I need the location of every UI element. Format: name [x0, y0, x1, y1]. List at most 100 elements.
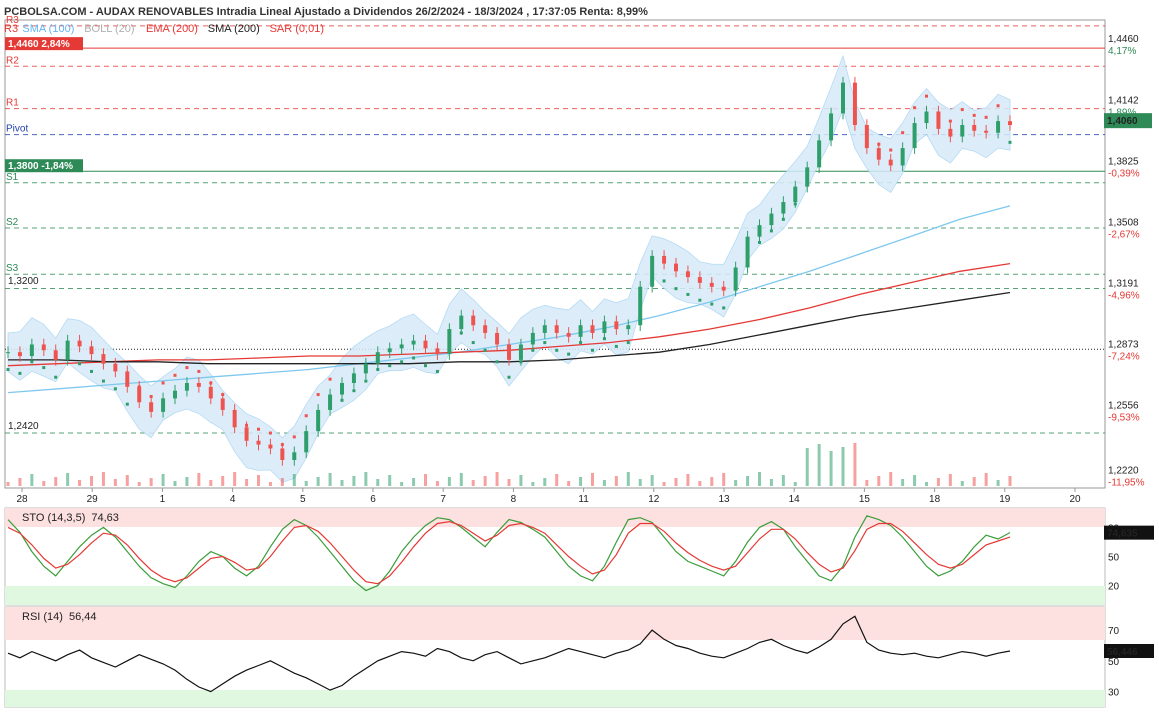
- rsi-label: RSI (14) 56,44: [22, 611, 97, 623]
- candle-body: [256, 440, 261, 445]
- candle-body: [292, 452, 297, 461]
- price-tick-label: 1,4142: [1108, 95, 1139, 106]
- candle-body: [328, 394, 333, 410]
- volume-bar: [781, 475, 785, 486]
- stochastic-oversold-zone: [5, 586, 1105, 605]
- sar-dot: [913, 106, 917, 110]
- sar-dot: [841, 98, 845, 102]
- time-tick-label: 28: [16, 494, 28, 505]
- volume-bar: [376, 479, 380, 486]
- sar-dot: [567, 352, 571, 356]
- sar-dot: [638, 302, 642, 306]
- sar-dot: [817, 156, 821, 160]
- sar-dot: [257, 427, 260, 431]
- volume-bar: [30, 474, 34, 486]
- sar-dot: [769, 229, 773, 233]
- volume-bar: [495, 472, 499, 486]
- volume-bar: [674, 478, 678, 486]
- candle-body: [435, 348, 440, 355]
- candle-body: [900, 148, 905, 166]
- price-tick-label: 1,2873: [1108, 340, 1139, 351]
- stochastic-axis: 80502074,635: [1104, 523, 1154, 593]
- candle-body: [351, 373, 356, 383]
- volume-bar: [340, 480, 344, 486]
- volume-bar: [925, 482, 928, 486]
- high-marker-text: 1,4460 2,84%: [8, 39, 70, 50]
- percent-tick-label: -0,39%: [1108, 168, 1140, 179]
- volume-bar: [471, 480, 475, 486]
- high-marker: 1,4460 2,84%: [5, 37, 83, 51]
- sar-dot: [507, 375, 511, 379]
- sar-dot: [376, 368, 380, 372]
- sar-dot: [221, 393, 225, 397]
- volume-bar: [519, 475, 523, 486]
- high-marker-box: [5, 37, 83, 51]
- candle-body: [996, 121, 1001, 133]
- volume-bar: [483, 476, 487, 486]
- sar-dot: [793, 202, 797, 206]
- candle-body: [781, 202, 786, 214]
- candle-body: [53, 350, 58, 360]
- volume-bar: [507, 479, 511, 486]
- price-tick-label: 1,3508: [1108, 217, 1139, 228]
- volume-bar: [996, 480, 1000, 486]
- volume-bar: [209, 480, 213, 486]
- candle-body: [268, 444, 273, 449]
- sar-dot: [197, 369, 201, 373]
- sar-dot: [877, 142, 881, 146]
- volume-bar: [650, 475, 654, 486]
- volume-bar: [268, 482, 272, 486]
- volume-bar: [960, 481, 964, 486]
- candle-body: [340, 382, 344, 395]
- sar-dot: [471, 341, 475, 345]
- sar-dot: [686, 292, 690, 296]
- candle-body: [77, 340, 82, 347]
- volume-bar: [698, 481, 702, 486]
- price-tick-label: 1,2220: [1108, 465, 1139, 476]
- sar-dot: [388, 364, 392, 368]
- stochastic-label: STO (14,3,5) 74,63: [22, 512, 119, 524]
- sar-dot: [591, 348, 594, 352]
- time-axis: 28 29 1 4 5 6 7 8 11 12 13 14 15 18 19 20: [5, 487, 1105, 505]
- volume-bar: [626, 472, 630, 486]
- sar-dot: [137, 385, 141, 389]
- volume-bar: [113, 479, 117, 486]
- sar-dot: [602, 337, 606, 341]
- price-tick-label: 1,2556: [1108, 401, 1139, 412]
- price-panel: R3 R2 R1 Pivot S1 S2 S3 1,4460 2,84% 1,3800 -1,8…: [4, 15, 1106, 489]
- candle-body: [125, 371, 130, 387]
- level-label-s2: S2: [6, 217, 19, 228]
- sar-dot: [161, 381, 165, 385]
- candle-body: [280, 448, 285, 461]
- volume-bar: [638, 479, 642, 486]
- volume-bar: [1008, 476, 1012, 486]
- volume-bar: [149, 478, 153, 486]
- time-tick-label: 7: [440, 494, 446, 505]
- volume-bar: [54, 477, 58, 486]
- level-label-r2: R2: [6, 55, 19, 66]
- last-price-marker: 1,4060: [1104, 113, 1152, 129]
- volume-bar: [984, 473, 988, 486]
- candle-body: [960, 125, 965, 137]
- volume-bar: [555, 474, 559, 486]
- candle-body: [972, 125, 977, 131]
- sar-dot: [1008, 140, 1012, 144]
- legend-item: SAR (0,01): [270, 23, 324, 35]
- candle-body: [447, 329, 452, 355]
- candle-body: [888, 159, 893, 166]
- candle-body: [459, 315, 464, 330]
- candle-body: [578, 325, 583, 337]
- volume-bar: [602, 480, 606, 486]
- sar-dot: [948, 119, 952, 123]
- sar-dot: [984, 115, 988, 119]
- bollinger-band: [7, 54, 1011, 483]
- sar-dot: [125, 402, 129, 406]
- candle-body: [721, 286, 726, 291]
- price-tick-label: 1,3825: [1108, 156, 1139, 167]
- candle-body: [17, 352, 22, 357]
- candle-body: [554, 325, 559, 333]
- time-tick-label: 20: [1069, 494, 1081, 505]
- percent-tick-label: 4,17%: [1108, 46, 1136, 57]
